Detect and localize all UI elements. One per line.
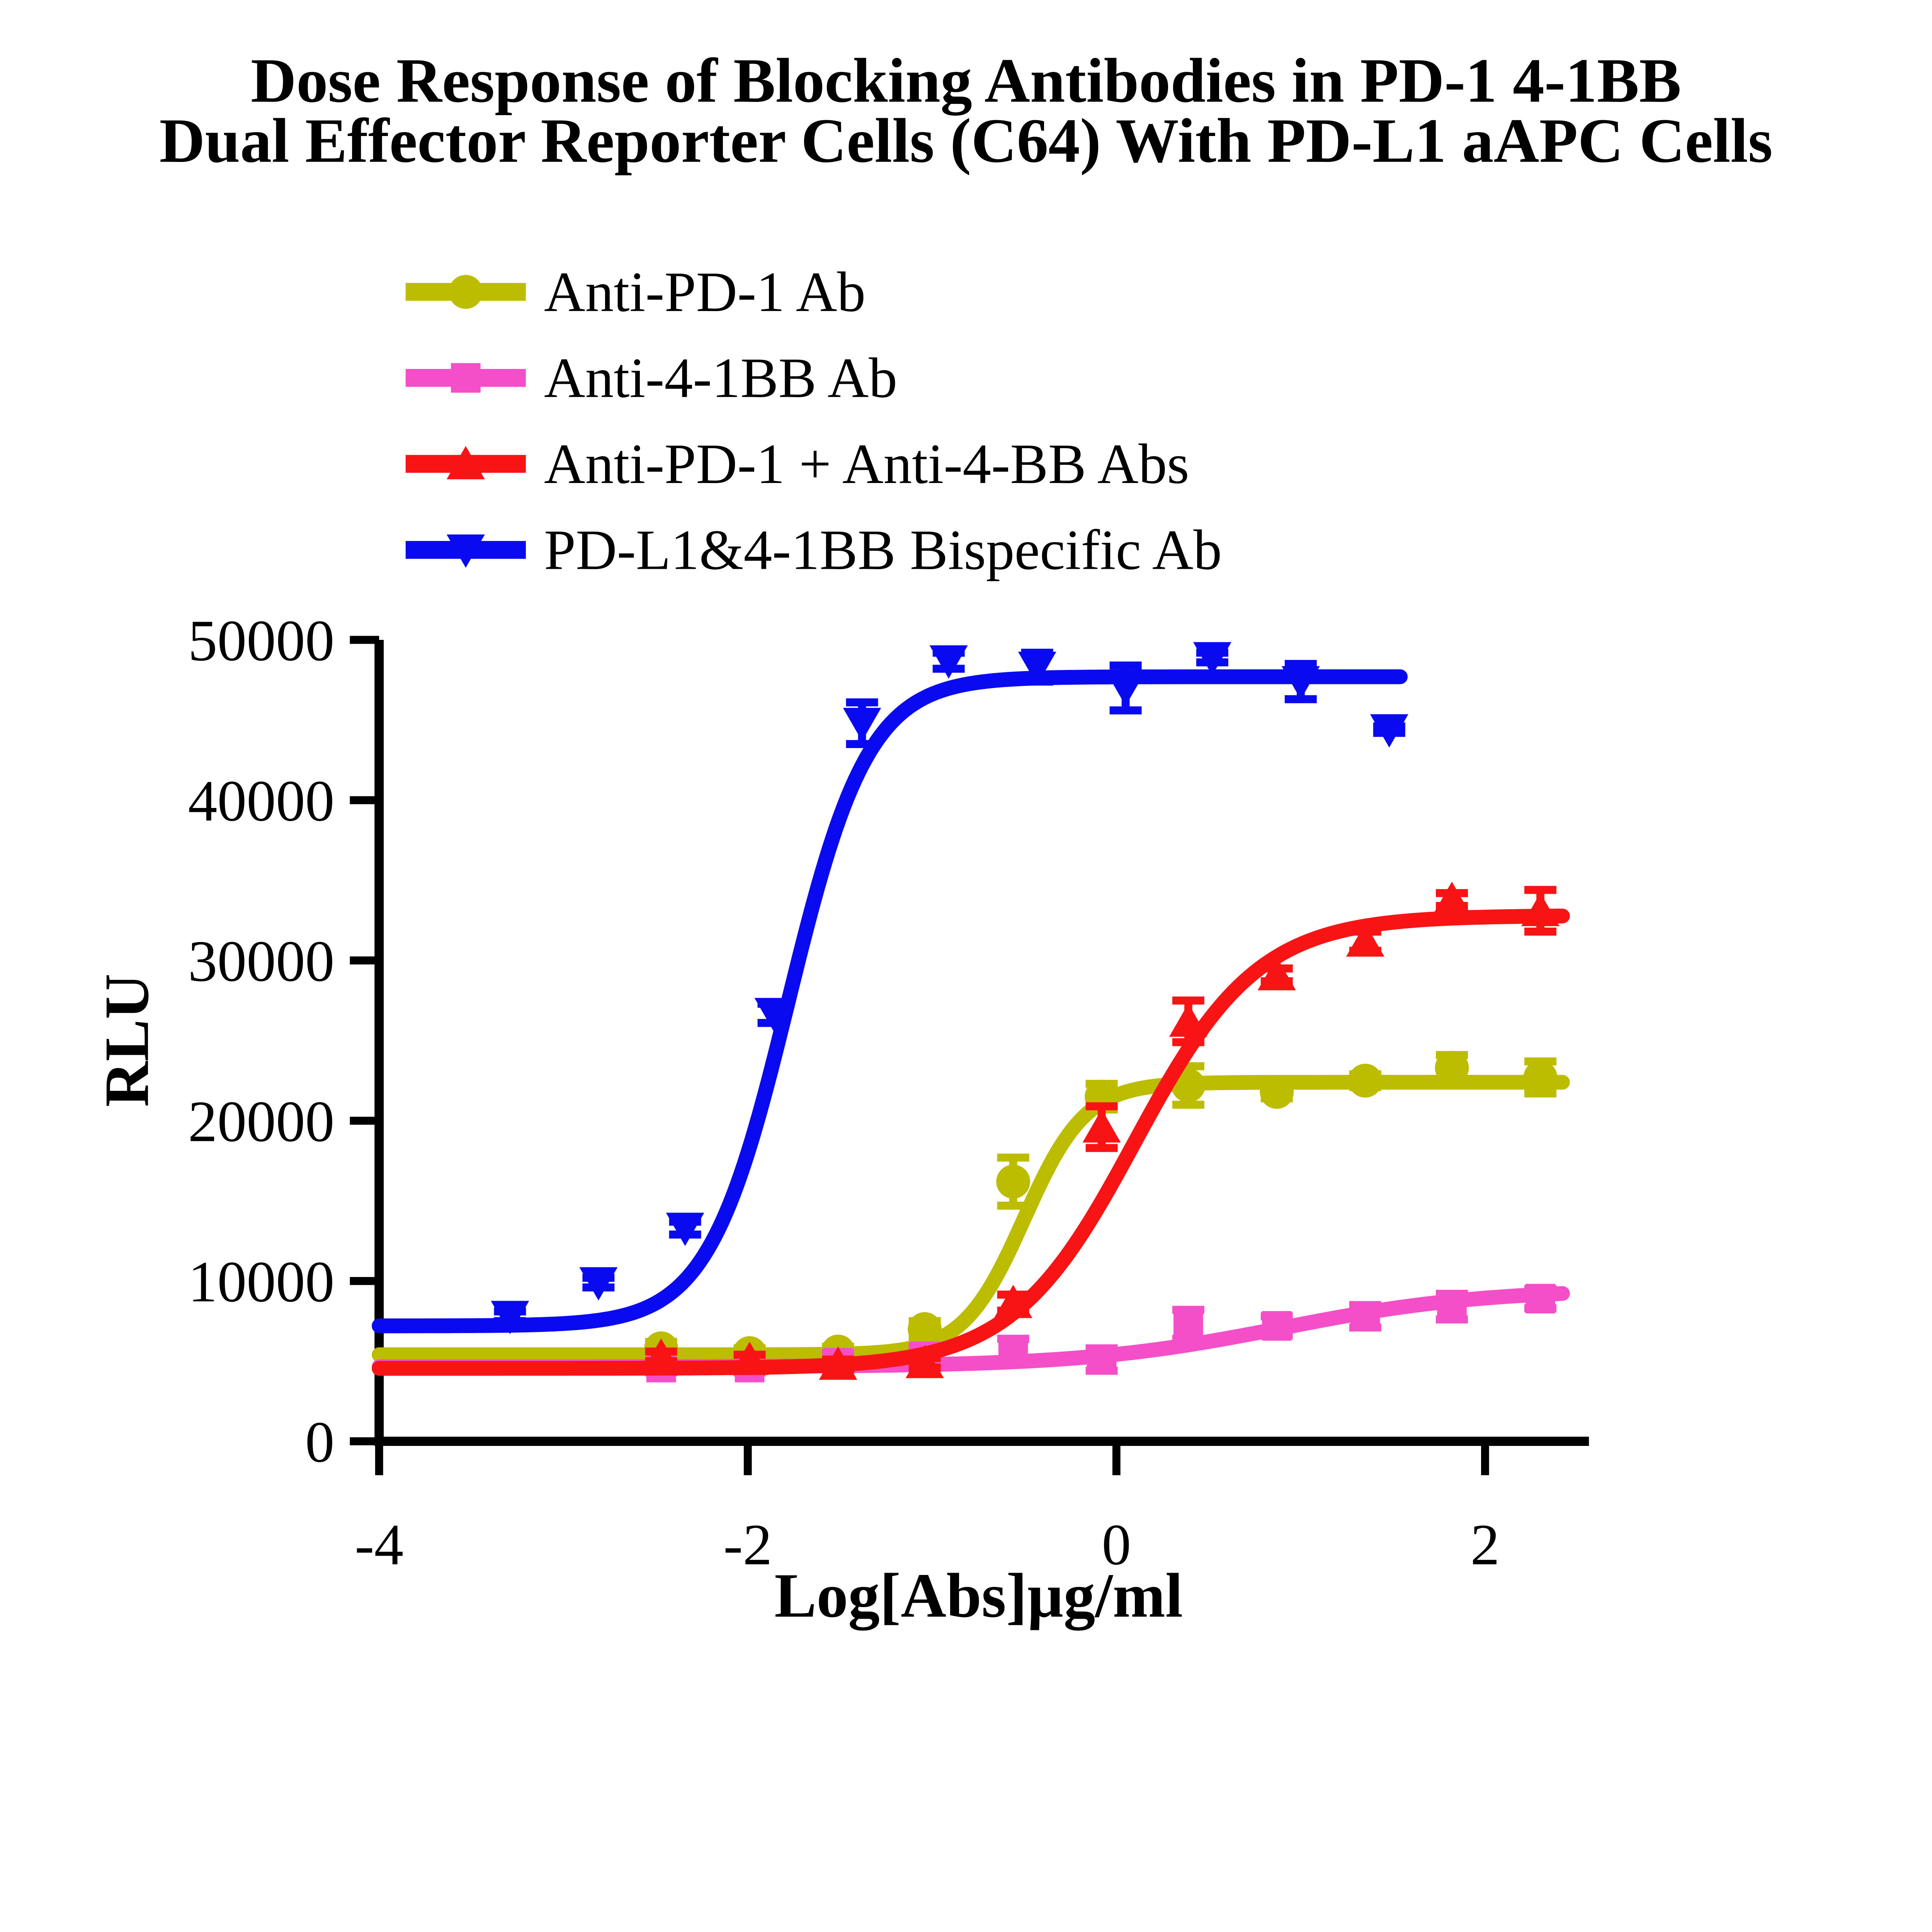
x-tick-label: 0 bbox=[1102, 1512, 1131, 1577]
x-tick-label: -4 bbox=[355, 1512, 403, 1577]
data-point bbox=[1435, 1051, 1469, 1085]
data-point bbox=[1082, 1109, 1121, 1143]
y-tick-label: 40000 bbox=[188, 768, 335, 833]
data-point bbox=[1370, 714, 1408, 748]
data-point bbox=[996, 1165, 1031, 1199]
data-point bbox=[730, 1342, 769, 1375]
data-point bbox=[1173, 1309, 1203, 1339]
legend-item: Anti-PD-1 + Anti-4-BB Abs bbox=[405, 432, 1189, 495]
plot-area: 0 10000 20000 30000 40000 50000 -4 -2 0 2 bbox=[188, 608, 1589, 1577]
data-point bbox=[1018, 651, 1056, 685]
dose-response-chart: Dose Response of Blocking Antibodies in … bbox=[92, 46, 1773, 1631]
data-point bbox=[1523, 1060, 1558, 1095]
legend-circle-icon bbox=[449, 275, 483, 309]
data-point bbox=[1281, 666, 1320, 700]
data-point bbox=[642, 1338, 680, 1372]
fit-curve-triangle-down bbox=[372, 669, 1408, 1333]
data-point bbox=[929, 645, 968, 679]
y-tick-label: 20000 bbox=[188, 1089, 335, 1154]
chart-title-line2: Dual Effector Reporter Cells (C64) With … bbox=[159, 106, 1772, 176]
legend-label: PD-L1&4-1BB Bispecific Ab bbox=[544, 518, 1222, 582]
data-point bbox=[1433, 881, 1471, 915]
data-point bbox=[1526, 1284, 1555, 1314]
legend: Anti-PD-1 Ab Anti-4-1BB Ab Anti-PD-1 + Ant… bbox=[405, 260, 1222, 582]
legend-label: Anti-PD-1 Ab bbox=[544, 260, 866, 323]
y-tick-label: 50000 bbox=[188, 608, 335, 673]
data-point bbox=[998, 1335, 1028, 1365]
legend-label: Anti-4-1BB Ab bbox=[544, 346, 897, 409]
data-point bbox=[1521, 893, 1560, 926]
y-tick-label: 0 bbox=[305, 1410, 335, 1475]
legend-item: Anti-4-1BB Ab bbox=[405, 346, 897, 409]
data-point bbox=[754, 998, 793, 1031]
y-tick-label: 30000 bbox=[188, 929, 335, 993]
data-point bbox=[1262, 1311, 1292, 1341]
data-point bbox=[1350, 1301, 1380, 1331]
legend-triangle-down-icon bbox=[446, 534, 485, 568]
data-point bbox=[1087, 1345, 1117, 1374]
data-point bbox=[1437, 1292, 1467, 1321]
data-point bbox=[491, 1301, 529, 1334]
data-point bbox=[1348, 1063, 1383, 1098]
data-point bbox=[819, 1346, 857, 1380]
data-point bbox=[1169, 1003, 1208, 1037]
legend-item: Anti-PD-1 Ab bbox=[405, 260, 866, 323]
data-point bbox=[905, 1345, 944, 1378]
legend-square-icon bbox=[451, 363, 481, 393]
data-point bbox=[1106, 672, 1145, 706]
data-point bbox=[994, 1284, 1032, 1318]
data-point bbox=[843, 707, 881, 741]
data-point bbox=[1193, 642, 1231, 675]
legend-triangle-up-icon bbox=[446, 446, 485, 480]
chart-title-line1: Dose Response of Blocking Antibodies in … bbox=[251, 46, 1681, 116]
data-point bbox=[908, 1312, 942, 1346]
data-point bbox=[1346, 923, 1384, 957]
data-point bbox=[666, 1213, 704, 1246]
data-point bbox=[1257, 957, 1296, 990]
legend-label: Anti-PD-1 + Anti-4-BB Abs bbox=[544, 432, 1189, 495]
x-axis-label: Log[Abs]µg/ml bbox=[774, 1561, 1183, 1631]
y-axis-label: RLU bbox=[92, 974, 162, 1107]
fit-curve-triangle-up bbox=[372, 908, 1570, 1376]
x-tick-label: -2 bbox=[723, 1512, 772, 1577]
x-tick-label: 2 bbox=[1470, 1512, 1500, 1577]
legend-item: PD-L1&4-1BB Bispecific Ab bbox=[405, 518, 1222, 582]
data-point bbox=[1260, 1075, 1294, 1109]
data-point bbox=[579, 1267, 618, 1301]
y-tick-label: 10000 bbox=[188, 1249, 335, 1314]
